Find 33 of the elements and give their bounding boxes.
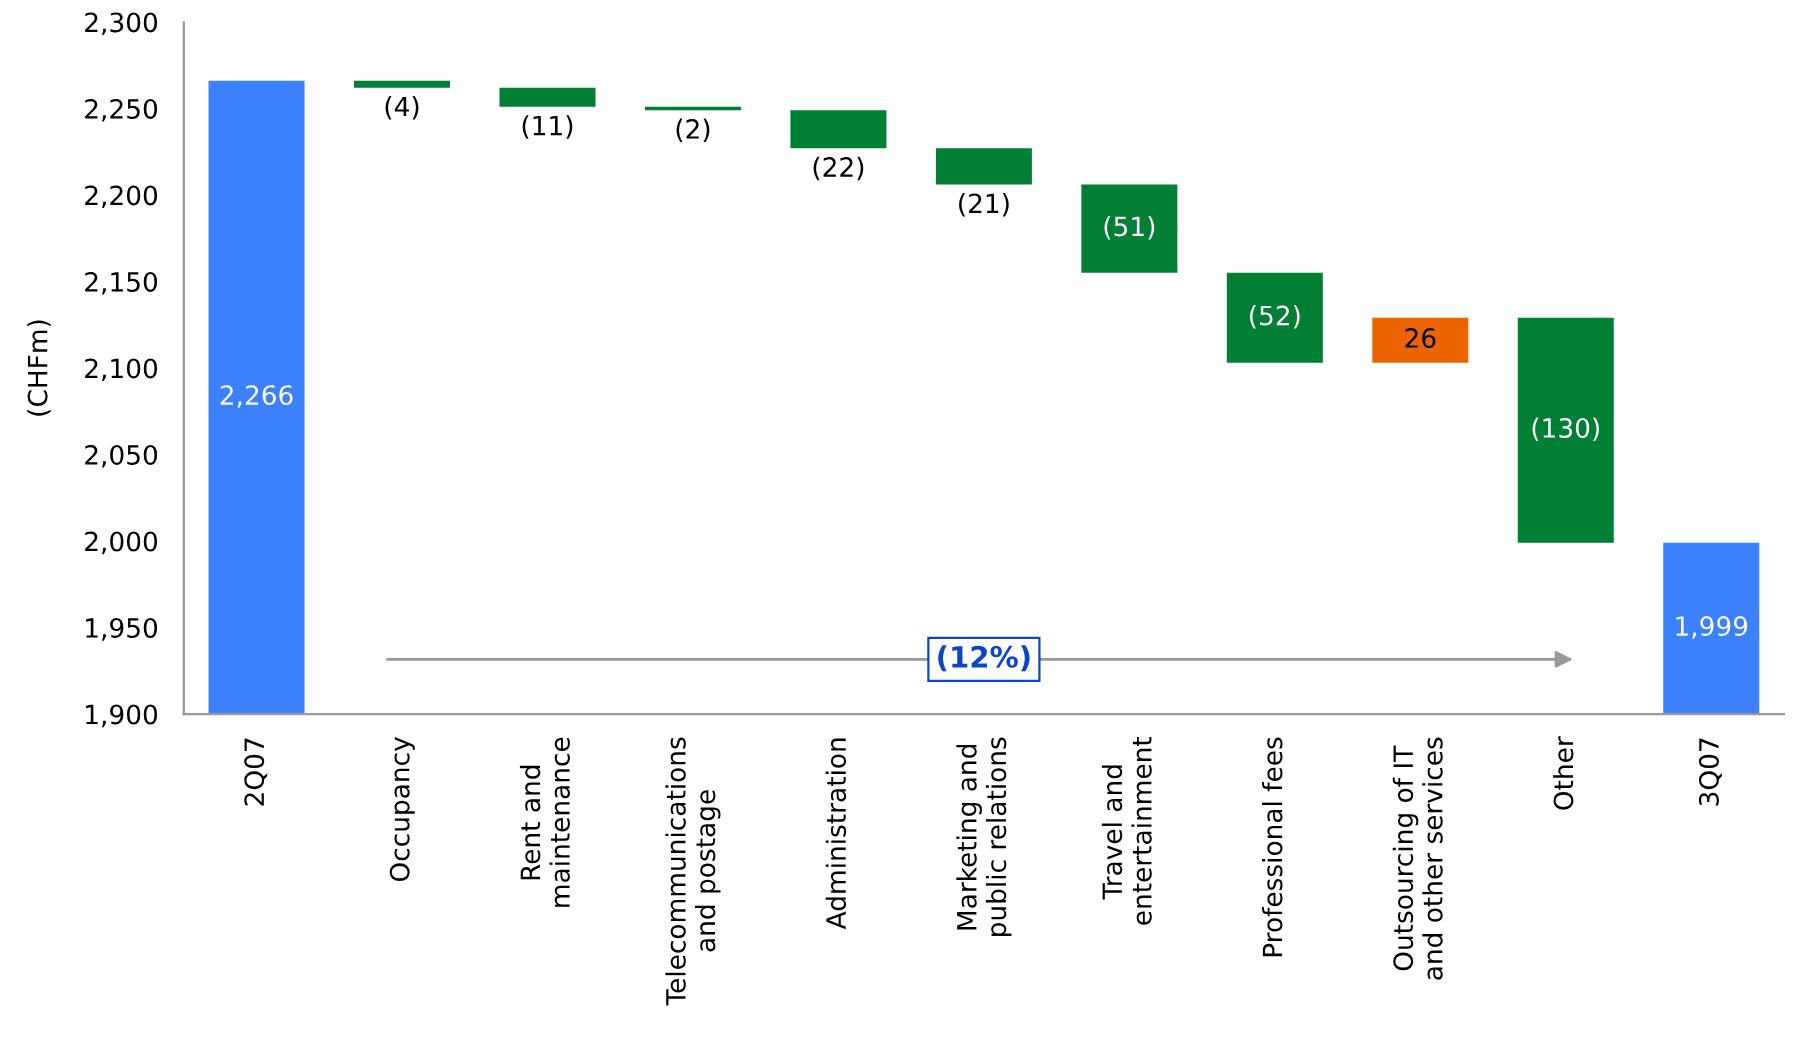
x-tick-label: Telecommunications and postage bbox=[665, 737, 721, 1006]
annotation: (12%) bbox=[938, 645, 1030, 672]
x-tick-label: Outsourcing of IT and other services bbox=[1392, 737, 1443, 980]
y-tick-label: 2,100 bbox=[85, 358, 158, 382]
x-tick-label: 2Q07 bbox=[244, 738, 268, 806]
y-tick-label: 1,900 bbox=[86, 704, 158, 728]
data-label: (51) bbox=[1104, 216, 1155, 240]
x-tick-label: Administration bbox=[825, 738, 847, 930]
data-label: (4) bbox=[385, 96, 419, 120]
y-tick-label: 2,250 bbox=[85, 98, 158, 122]
data-label: (130) bbox=[1532, 417, 1599, 442]
y-tick-label: 1,950 bbox=[86, 617, 158, 641]
x-tick-label: Travel and entertainment bbox=[1101, 736, 1152, 925]
x-tick-label: Marketing and public relations bbox=[956, 737, 1012, 936]
data-label: 1,999 bbox=[1676, 616, 1748, 639]
data-label: 26 bbox=[1405, 328, 1436, 348]
data-label: (21) bbox=[959, 192, 1009, 217]
y-tick-label: 2,300 bbox=[85, 12, 158, 36]
data-label: 2,266 bbox=[220, 385, 293, 408]
y-tick-label: 2,050 bbox=[85, 444, 158, 468]
x-tick-label: Rent and maintenance bbox=[519, 737, 570, 907]
data-label: (2) bbox=[676, 118, 710, 143]
x-tick-label: Other bbox=[1553, 736, 1574, 810]
data-label: (22) bbox=[813, 156, 864, 181]
x-tick-label: Professional fees bbox=[1262, 737, 1283, 957]
x-tick-label: 3Q07 bbox=[1698, 738, 1722, 806]
y-tick-label: 2,000 bbox=[85, 531, 158, 555]
data-label: (52) bbox=[1250, 305, 1300, 329]
x-tick-label: Occupancy bbox=[389, 737, 415, 882]
y-axis-title: (CHFm) bbox=[27, 320, 51, 416]
y-tick-label: 2,200 bbox=[85, 185, 158, 209]
data-label: (11) bbox=[522, 115, 573, 139]
y-tick-label: 2,150 bbox=[85, 271, 158, 295]
